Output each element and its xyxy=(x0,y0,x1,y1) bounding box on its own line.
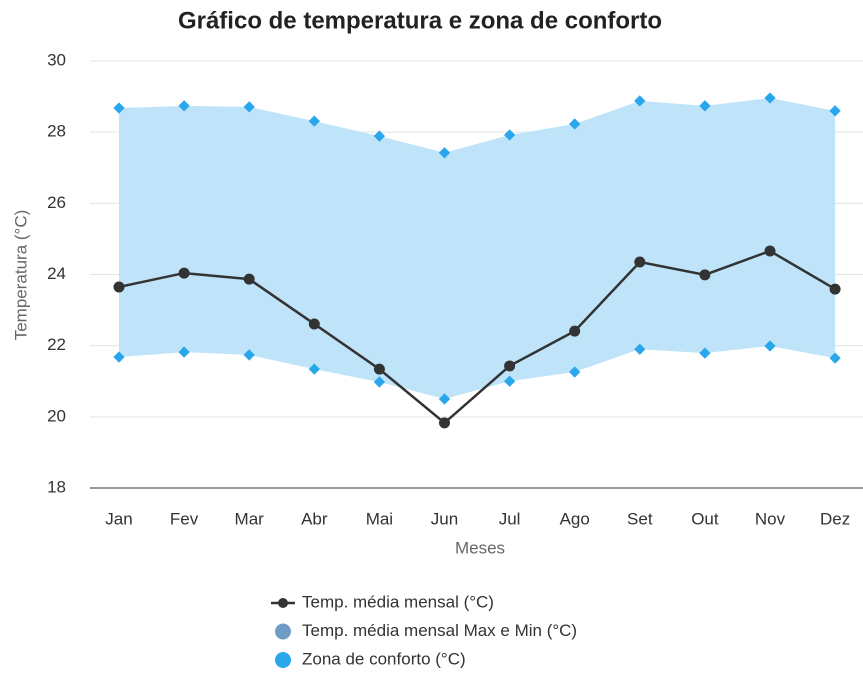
x-tick-label: Mar xyxy=(235,509,265,528)
y-tick-label: 22 xyxy=(47,335,66,354)
comfort-marker xyxy=(243,349,255,361)
mean-marker xyxy=(308,318,320,330)
x-tick-label: Nov xyxy=(755,509,786,528)
mean-marker xyxy=(634,256,646,268)
comfort-marker xyxy=(829,352,841,364)
mean-marker xyxy=(764,245,776,257)
mean-marker xyxy=(569,325,581,337)
comfort-marker xyxy=(634,343,646,355)
mean-marker xyxy=(373,363,385,375)
comfort-marker xyxy=(503,129,516,141)
legend-symbol xyxy=(275,623,291,640)
comfort-marker xyxy=(764,340,776,352)
comfort-marker xyxy=(503,375,516,387)
comfort-marker xyxy=(373,130,386,142)
x-tick-label: Fev xyxy=(170,509,199,528)
y-tick-label: 20 xyxy=(47,406,66,425)
mean-marker xyxy=(439,417,450,429)
comfort-marker xyxy=(178,346,190,358)
comfort-marker xyxy=(438,393,451,405)
y-tick-label: 18 xyxy=(47,477,66,496)
mean-marker xyxy=(113,281,125,293)
y-tick-label: 28 xyxy=(47,122,66,141)
y-tick-label: 30 xyxy=(47,50,66,69)
comfort-marker xyxy=(373,376,386,388)
mean-marker xyxy=(829,283,841,295)
mean-marker xyxy=(178,267,190,279)
mean-marker xyxy=(699,269,711,281)
legend-label: Zona de conforto (°C) xyxy=(302,649,466,668)
legend-label: Temp. média mensal (°C) xyxy=(302,592,494,611)
x-tick-label: Jan xyxy=(105,509,132,528)
x-tick-label: Mai xyxy=(366,509,393,528)
comfort-marker xyxy=(438,147,451,159)
x-tick-label: Dez xyxy=(820,509,850,528)
x-tick-label: Out xyxy=(691,509,719,528)
comfort-marker xyxy=(308,363,320,375)
y-tick-label: 26 xyxy=(47,193,66,212)
comfort-area xyxy=(119,98,836,400)
chart-title: Gráfico de temperatura e zona de confort… xyxy=(178,7,662,34)
legend-label: Temp. média mensal Max e Min (°C) xyxy=(302,621,577,640)
legend-symbol xyxy=(278,598,288,608)
x-tick-label: Ago xyxy=(560,509,590,528)
mean-line xyxy=(118,249,836,425)
x-tick-label: Jul xyxy=(499,509,521,528)
comfort-marker xyxy=(699,347,711,359)
legend-symbol xyxy=(275,652,291,668)
mean-marker xyxy=(243,273,255,285)
x-tick-label: Abr xyxy=(301,509,328,528)
mean-marker xyxy=(504,360,516,372)
x-tick-label: Set xyxy=(627,509,653,528)
x-axis-title: Meses xyxy=(455,538,505,557)
y-tick-label: 24 xyxy=(47,264,66,283)
x-tick-label: Jun xyxy=(431,509,458,528)
comfort-marker xyxy=(569,366,581,378)
y-axis-title: Temperatura (°C) xyxy=(11,210,30,341)
